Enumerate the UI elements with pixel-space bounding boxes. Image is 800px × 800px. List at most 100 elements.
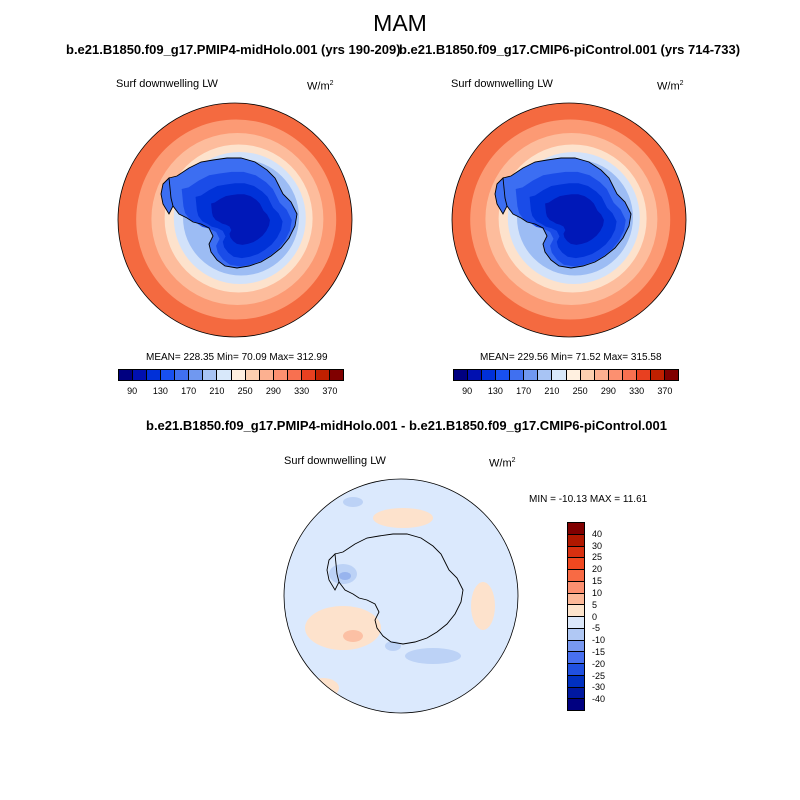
diff-units-label: W/m2 <box>489 457 516 470</box>
colorbar-tick-label: -20 <box>592 658 606 669</box>
colorbar-cell <box>273 370 288 380</box>
right-stats: MEAN= 229.56 Min= 71.52 Max= 315.58 <box>480 352 662 363</box>
colorbar-tick-label: 15 <box>592 576 603 587</box>
colorbar-cell <box>568 687 584 700</box>
ice-sheet-band-3 <box>545 194 604 245</box>
left-polar-map <box>117 102 353 338</box>
colorbar-cell <box>568 605 584 617</box>
left-case-title: b.e21.B1850.f09_g17.PMIP4-midHolo.001 (y… <box>66 42 401 57</box>
colorbar-cell <box>568 581 584 594</box>
colorbar-tick-label: 90 <box>127 386 138 396</box>
colorbar-cell <box>568 593 584 606</box>
colorbar-cell <box>552 370 567 380</box>
diff-minmax: MIN = -10.13 MAX = 11.61 <box>529 494 648 505</box>
colorbar-tick-label: -40 <box>592 694 606 705</box>
diff-anomaly-4 <box>307 678 339 698</box>
colorbar-cell <box>664 370 678 380</box>
colorbar-cell <box>468 370 483 380</box>
coastline <box>494 157 632 269</box>
colorbar-cell <box>608 370 623 380</box>
right-colorbar-labels: 90 130 170 210 250 290 330 370 <box>453 386 679 398</box>
colorbar-cell <box>568 523 584 535</box>
colorbar-tick-label: 20 <box>592 564 603 575</box>
colorbar-cell <box>119 370 134 380</box>
right-units-label: W/m2 <box>657 80 684 93</box>
colorbar-tick-label: 5 <box>592 599 598 610</box>
colorbar-cell <box>568 617 584 629</box>
colorbar-cell <box>510 370 525 380</box>
ice-sheet-band-3 <box>211 194 270 245</box>
colorbar-tick-label: -25 <box>592 670 606 681</box>
colorbar-cell <box>622 370 637 380</box>
colorbar-cell <box>524 370 539 380</box>
colorbar-tick-label: 25 <box>592 552 603 563</box>
colorbar-cell <box>161 370 176 380</box>
colorbar-cell <box>566 370 581 380</box>
right-variable-label: Surf downwelling LW <box>451 78 553 90</box>
diff-anomaly-8 <box>405 648 461 664</box>
coastline <box>326 533 464 645</box>
colorbar-cell <box>301 370 316 380</box>
diff-case-title: b.e21.B1850.f09_g17.PMIP4-midHolo.001 - … <box>146 418 667 433</box>
colorbar-tick-label: 210 <box>544 386 560 396</box>
colorbar-tick-label: 290 <box>600 386 616 396</box>
main-title: MAM <box>373 10 427 36</box>
colorbar-tick-label: 330 <box>629 386 645 396</box>
right-case-title: b.e21.B1850.f09_g17.CMIP6-piControl.001 … <box>399 42 741 57</box>
colorbar-cell <box>580 370 595 380</box>
colorbar-cell <box>245 370 260 380</box>
colorbar-cell <box>287 370 302 380</box>
colorbar-tick-label: 40 <box>592 528 603 539</box>
colorbar-cell <box>568 534 584 547</box>
colorbar-cell <box>568 664 584 676</box>
colorbar-tick-label: 210 <box>209 386 225 396</box>
left-colorbar-labels: 90 130 170 210 250 290 330 370 <box>118 386 344 398</box>
colorbar-cell <box>636 370 651 380</box>
colorbar-tick-label: 250 <box>572 386 588 396</box>
diff-colorbar-labels: 40 30 25 20 15 10 5 0 -5 -10 -15 -20 -25 -30 -40 <box>592 522 622 711</box>
colorbar-cell <box>133 370 148 380</box>
colorbar-cell <box>568 640 584 653</box>
colorbar-tick-label: -5 <box>592 623 601 634</box>
left-units-label: W/m2 <box>307 80 334 93</box>
colorbar-cell <box>454 370 469 380</box>
colorbar-tick-label: 290 <box>265 386 281 396</box>
right-colorbar <box>453 369 679 381</box>
colorbar-tick-label: 90 <box>462 386 473 396</box>
colorbar-cell <box>650 370 665 380</box>
right-polar-map <box>451 102 687 338</box>
diff-colorbar <box>567 522 585 711</box>
colorbar-cell <box>231 370 246 380</box>
colorbar-cell <box>259 370 274 380</box>
colorbar-tick-label: -15 <box>592 646 606 657</box>
colorbar-cell <box>568 675 584 688</box>
colorbar-cell <box>482 370 497 380</box>
diff-polar-map <box>283 478 519 714</box>
left-stats: MEAN= 228.35 Min= 70.09 Max= 312.99 <box>146 352 328 363</box>
colorbar-cell <box>189 370 204 380</box>
colorbar-tick-label: 370 <box>657 386 673 396</box>
colorbar-tick-label: 170 <box>181 386 197 396</box>
colorbar-cell <box>329 370 343 380</box>
diff-anomaly-1 <box>343 630 363 642</box>
colorbar-cell <box>217 370 232 380</box>
diff-anomaly-7 <box>339 572 351 580</box>
diff-anomaly-0 <box>305 606 381 650</box>
colorbar-tick-label: 10 <box>592 587 603 598</box>
left-variable-label: Surf downwelling LW <box>116 78 218 90</box>
colorbar-cell <box>315 370 330 380</box>
colorbar-cell <box>594 370 609 380</box>
colorbar-tick-label: 30 <box>592 540 603 551</box>
colorbar-cell <box>568 546 584 559</box>
colorbar-tick-label: 0 <box>592 611 598 622</box>
colorbar-cell <box>568 558 584 570</box>
colorbar-cell <box>568 652 584 664</box>
colorbar-tick-label: 250 <box>237 386 253 396</box>
colorbar-cell <box>496 370 511 380</box>
diff-variable-label: Surf downwelling LW <box>284 455 386 467</box>
colorbar-cell <box>147 370 162 380</box>
colorbar-cell <box>175 370 190 380</box>
diff-anomaly-3 <box>471 582 495 630</box>
colorbar-tick-label: 170 <box>516 386 532 396</box>
colorbar-tick-label: -10 <box>592 635 606 646</box>
